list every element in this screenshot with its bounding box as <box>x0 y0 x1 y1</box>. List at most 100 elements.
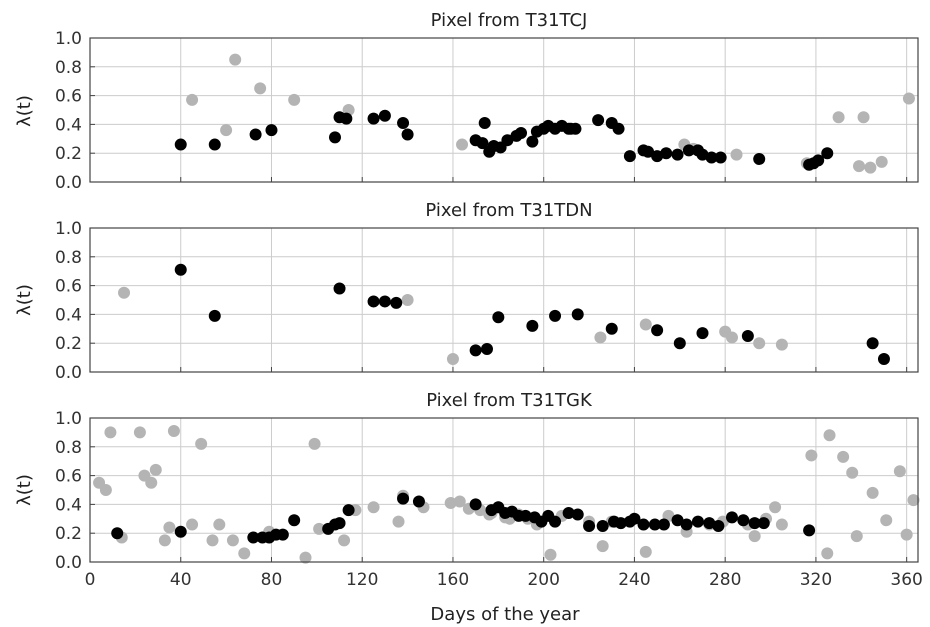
tick-labels: 0 40 80 120 160 200 240 280 320 360 0.0 0.2 0.4 0.6 0.… <box>55 409 923 590</box>
gray-point <box>544 548 557 561</box>
black-point <box>741 330 754 342</box>
black-point <box>648 518 661 531</box>
gray-point <box>823 429 836 442</box>
y-axis-label: λ(t) <box>14 474 35 506</box>
black-point <box>671 148 684 161</box>
gray-point <box>238 547 251 560</box>
gray-point <box>195 437 208 450</box>
black-point <box>276 528 289 541</box>
plot-frame <box>89 227 919 373</box>
x-tick-label: 80 <box>261 570 283 590</box>
black-point <box>803 524 816 537</box>
gray-point <box>853 160 866 173</box>
black-point <box>340 112 353 125</box>
gray-point <box>149 463 162 476</box>
black-point <box>571 308 584 321</box>
black-point <box>390 296 403 309</box>
gray-point <box>902 92 915 105</box>
gray-point <box>206 534 219 547</box>
black-point <box>705 151 718 164</box>
plot-frame <box>89 37 919 183</box>
black-point <box>737 514 750 527</box>
gray-point <box>769 501 782 514</box>
black-point <box>480 342 493 355</box>
black-point <box>562 507 575 520</box>
gray-point <box>725 331 738 344</box>
x-tick-label: 160 <box>437 570 469 590</box>
black-point <box>696 327 709 340</box>
gray-point <box>167 424 180 437</box>
gray-point <box>392 515 405 528</box>
gray-point <box>453 495 466 508</box>
y-tick-label: 0.4 <box>55 115 82 135</box>
black-point <box>753 152 766 165</box>
black-point <box>651 150 664 163</box>
gray-point <box>875 155 888 168</box>
black-point <box>469 344 482 357</box>
black-point <box>651 324 664 337</box>
x-axis-label: Days of the year <box>430 604 580 625</box>
black-point <box>492 311 505 324</box>
gray-point <box>864 161 877 174</box>
tick-labels: 0.0 0.2 0.4 0.6 0.8 1.0 <box>55 219 82 383</box>
black-point <box>549 515 562 528</box>
gray-point <box>186 518 199 531</box>
black-point <box>469 498 482 511</box>
gray-point <box>846 466 859 479</box>
gray-point <box>880 514 893 527</box>
scatter-points <box>174 53 915 174</box>
black-point <box>696 148 709 161</box>
black-point <box>174 263 187 276</box>
black-point <box>476 137 489 150</box>
black-point <box>526 135 539 148</box>
y-tick-label: 0.0 <box>55 553 82 573</box>
y-tick-label: 0.6 <box>55 87 82 107</box>
gray-point <box>401 294 414 306</box>
gray-point <box>104 426 117 439</box>
black-point <box>571 508 584 521</box>
scatter-points <box>93 424 920 564</box>
black-point <box>614 517 627 530</box>
black-point <box>673 337 686 350</box>
black-point <box>397 116 410 129</box>
x-tick-label: 120 <box>346 570 378 590</box>
gray-point <box>456 138 469 151</box>
black-point <box>515 127 528 140</box>
black-point <box>642 145 655 158</box>
gray-point <box>213 518 226 531</box>
black-point <box>333 282 346 295</box>
gray-point <box>308 437 321 450</box>
black-point <box>821 147 834 160</box>
y-axis-label: λ(t) <box>14 95 35 127</box>
gray-point <box>299 551 312 564</box>
black-point <box>866 337 879 350</box>
black-point <box>367 295 380 308</box>
black-point <box>378 109 391 122</box>
gray-point <box>857 111 870 124</box>
black-point <box>712 520 725 532</box>
y-tick-label: 1.0 <box>55 219 82 239</box>
x-tick-label: 200 <box>527 570 559 590</box>
black-point <box>714 151 727 164</box>
panel-title: Pixel from T31TDN <box>425 200 592 221</box>
black-point <box>208 309 221 322</box>
grid <box>89 37 918 183</box>
black-point <box>757 517 770 530</box>
y-tick-label: 0.2 <box>55 524 82 544</box>
y-tick-label: 0.2 <box>55 144 82 164</box>
black-point <box>478 116 491 129</box>
panel-t31tcj: Pixel from T31TCJ λ(t) 0.0 0.2 0.4 0.6 0.8 1.… <box>14 10 919 193</box>
black-point <box>671 514 684 527</box>
black-point <box>682 144 695 157</box>
gray-point <box>186 93 199 106</box>
x-tick-label: 320 <box>800 570 832 590</box>
black-point <box>637 518 650 531</box>
gray-point <box>753 337 766 350</box>
gray-point <box>229 53 242 66</box>
black-point <box>208 138 221 151</box>
gray-point <box>805 449 818 462</box>
black-point <box>549 309 562 322</box>
black-point <box>249 128 262 141</box>
x-tick-label: 280 <box>709 570 741 590</box>
